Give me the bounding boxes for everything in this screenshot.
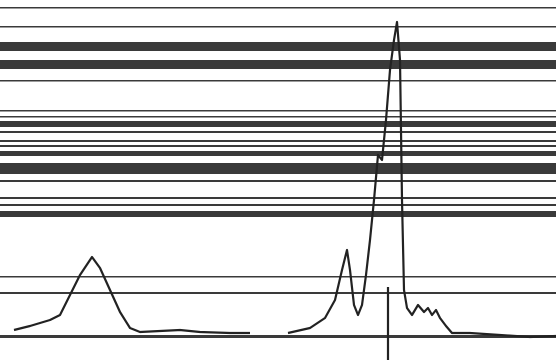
scan-line [0,60,556,69]
scan-line [0,151,556,156]
scan-line [0,116,556,118]
scan-lines [0,7,556,338]
scan-line [0,276,556,278]
scan-line [0,204,556,206]
scan-line [0,26,556,28]
scan-line [0,131,556,133]
scan-line [0,163,556,174]
scan-line [0,197,556,199]
scan-line [0,211,556,217]
scan-line [0,145,556,147]
scan-line [0,180,556,182]
scan-line [0,110,556,112]
scan-line [0,42,556,51]
scan-line [0,292,556,294]
scan-line [0,121,556,127]
scan-line [0,7,556,9]
scan-line [0,335,556,338]
scan-line [0,80,556,82]
scan-line [0,140,556,142]
trace-line [13,20,556,339]
